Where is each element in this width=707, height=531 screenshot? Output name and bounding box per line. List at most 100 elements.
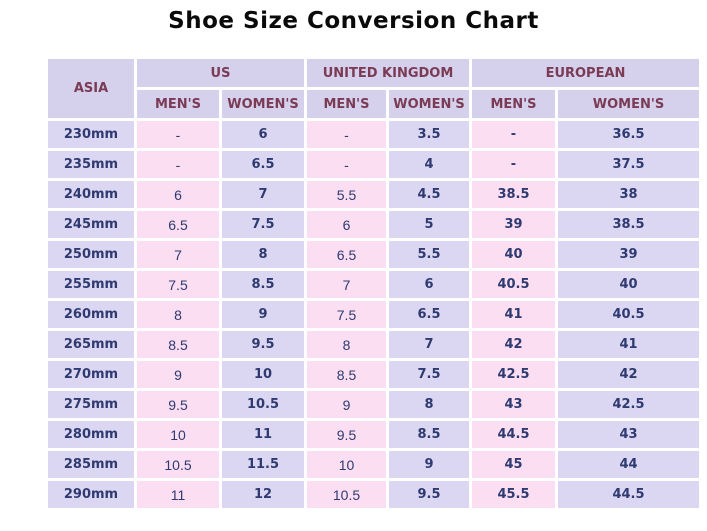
cell-us-mens: 10 <box>137 421 219 448</box>
cell-eu-mens: 38.5 <box>472 181 555 208</box>
cell-asia: 270mm <box>48 361 134 388</box>
cell-asia: 235mm <box>48 151 134 178</box>
header-united-kingdom: UNITED KINGDOM <box>307 59 469 87</box>
header-us-womens: WOMEN'S <box>222 90 304 118</box>
cell-asia: 275mm <box>48 391 134 418</box>
cell-asia: 280mm <box>48 421 134 448</box>
cell-us-womens: 9 <box>222 301 304 328</box>
cell-eu-womens: 44 <box>558 451 699 478</box>
table-row: 260mm 8 9 7.5 6.5 41 40.5 <box>48 301 699 328</box>
cell-eu-mens: 44.5 <box>472 421 555 448</box>
cell-eu-mens: - <box>472 151 555 178</box>
cell-us-womens: 10 <box>222 361 304 388</box>
cell-us-mens: - <box>137 151 219 178</box>
cell-eu-womens: 39 <box>558 241 699 268</box>
cell-eu-mens: 41 <box>472 301 555 328</box>
cell-eu-mens: 39 <box>472 211 555 238</box>
cell-eu-mens: 42.5 <box>472 361 555 388</box>
shoe-size-conversion-table: ASIA US UNITED KINGDOM EUROPEAN MEN'S WO… <box>45 56 702 511</box>
cell-uk-mens: 10.5 <box>307 481 386 508</box>
cell-uk-womens: 8 <box>389 391 469 418</box>
cell-asia: 240mm <box>48 181 134 208</box>
cell-eu-womens: 43 <box>558 421 699 448</box>
cell-us-mens: 7 <box>137 241 219 268</box>
cell-uk-mens: 9 <box>307 391 386 418</box>
header-uk-mens: MEN'S <box>307 90 386 118</box>
cell-uk-mens: 5.5 <box>307 181 386 208</box>
cell-us-mens: 9 <box>137 361 219 388</box>
cell-uk-mens: 6.5 <box>307 241 386 268</box>
cell-asia: 285mm <box>48 451 134 478</box>
cell-eu-womens: 42.5 <box>558 391 699 418</box>
table-row: 235mm - 6.5 - 4 - 37.5 <box>48 151 699 178</box>
table-row: 290mm 11 12 10.5 9.5 45.5 44.5 <box>48 481 699 508</box>
cell-uk-mens: - <box>307 151 386 178</box>
cell-uk-mens: 10 <box>307 451 386 478</box>
cell-asia: 250mm <box>48 241 134 268</box>
cell-uk-womens: 3.5 <box>389 121 469 148</box>
header-european: EUROPEAN <box>472 59 699 87</box>
header-row-gender: MEN'S WOMEN'S MEN'S WOMEN'S MEN'S WOMEN'… <box>48 90 699 118</box>
cell-uk-mens: - <box>307 121 386 148</box>
cell-us-mens: 8.5 <box>137 331 219 358</box>
cell-uk-mens: 7 <box>307 271 386 298</box>
cell-asia: 290mm <box>48 481 134 508</box>
cell-eu-mens: 45.5 <box>472 481 555 508</box>
cell-asia: 265mm <box>48 331 134 358</box>
cell-uk-womens: 4 <box>389 151 469 178</box>
cell-us-womens: 8 <box>222 241 304 268</box>
table-row: 270mm 9 10 8.5 7.5 42.5 42 <box>48 361 699 388</box>
cell-uk-womens: 8.5 <box>389 421 469 448</box>
cell-us-mens: 11 <box>137 481 219 508</box>
cell-us-mens: 8 <box>137 301 219 328</box>
cell-eu-womens: 44.5 <box>558 481 699 508</box>
cell-us-womens: 7 <box>222 181 304 208</box>
cell-eu-womens: 38 <box>558 181 699 208</box>
cell-uk-womens: 9.5 <box>389 481 469 508</box>
cell-us-womens: 6 <box>222 121 304 148</box>
cell-eu-womens: 38.5 <box>558 211 699 238</box>
cell-eu-mens: 42 <box>472 331 555 358</box>
cell-us-mens: 6.5 <box>137 211 219 238</box>
cell-asia: 255mm <box>48 271 134 298</box>
cell-asia: 245mm <box>48 211 134 238</box>
cell-us-womens: 10.5 <box>222 391 304 418</box>
table-row: 230mm - 6 - 3.5 - 36.5 <box>48 121 699 148</box>
cell-uk-mens: 6 <box>307 211 386 238</box>
header-uk-womens: WOMEN'S <box>389 90 469 118</box>
cell-us-mens: - <box>137 121 219 148</box>
cell-uk-mens: 9.5 <box>307 421 386 448</box>
cell-uk-womens: 7.5 <box>389 361 469 388</box>
header-us-mens: MEN'S <box>137 90 219 118</box>
table-row: 285mm 10.5 11.5 10 9 45 44 <box>48 451 699 478</box>
header-eu-womens: WOMEN'S <box>558 90 699 118</box>
cell-us-womens: 11.5 <box>222 451 304 478</box>
cell-eu-mens: 43 <box>472 391 555 418</box>
header-eu-mens: MEN'S <box>472 90 555 118</box>
header-asia: ASIA <box>48 59 134 118</box>
cell-us-mens: 6 <box>137 181 219 208</box>
cell-us-womens: 7.5 <box>222 211 304 238</box>
cell-eu-womens: 40 <box>558 271 699 298</box>
table-row: 250mm 7 8 6.5 5.5 40 39 <box>48 241 699 268</box>
cell-asia: 260mm <box>48 301 134 328</box>
cell-uk-womens: 6.5 <box>389 301 469 328</box>
cell-eu-womens: 41 <box>558 331 699 358</box>
cell-eu-mens: 45 <box>472 451 555 478</box>
cell-uk-womens: 4.5 <box>389 181 469 208</box>
cell-us-womens: 9.5 <box>222 331 304 358</box>
cell-us-mens: 7.5 <box>137 271 219 298</box>
cell-eu-womens: 42 <box>558 361 699 388</box>
cell-eu-mens: - <box>472 121 555 148</box>
header-row-regions: ASIA US UNITED KINGDOM EUROPEAN <box>48 59 699 118</box>
cell-eu-womens: 37.5 <box>558 151 699 178</box>
cell-eu-womens: 36.5 <box>558 121 699 148</box>
cell-us-mens: 10.5 <box>137 451 219 478</box>
header-us: US <box>137 59 304 87</box>
cell-uk-mens: 7.5 <box>307 301 386 328</box>
cell-uk-mens: 8 <box>307 331 386 358</box>
cell-eu-mens: 40.5 <box>472 271 555 298</box>
cell-us-womens: 11 <box>222 421 304 448</box>
cell-us-mens: 9.5 <box>137 391 219 418</box>
cell-uk-womens: 6 <box>389 271 469 298</box>
